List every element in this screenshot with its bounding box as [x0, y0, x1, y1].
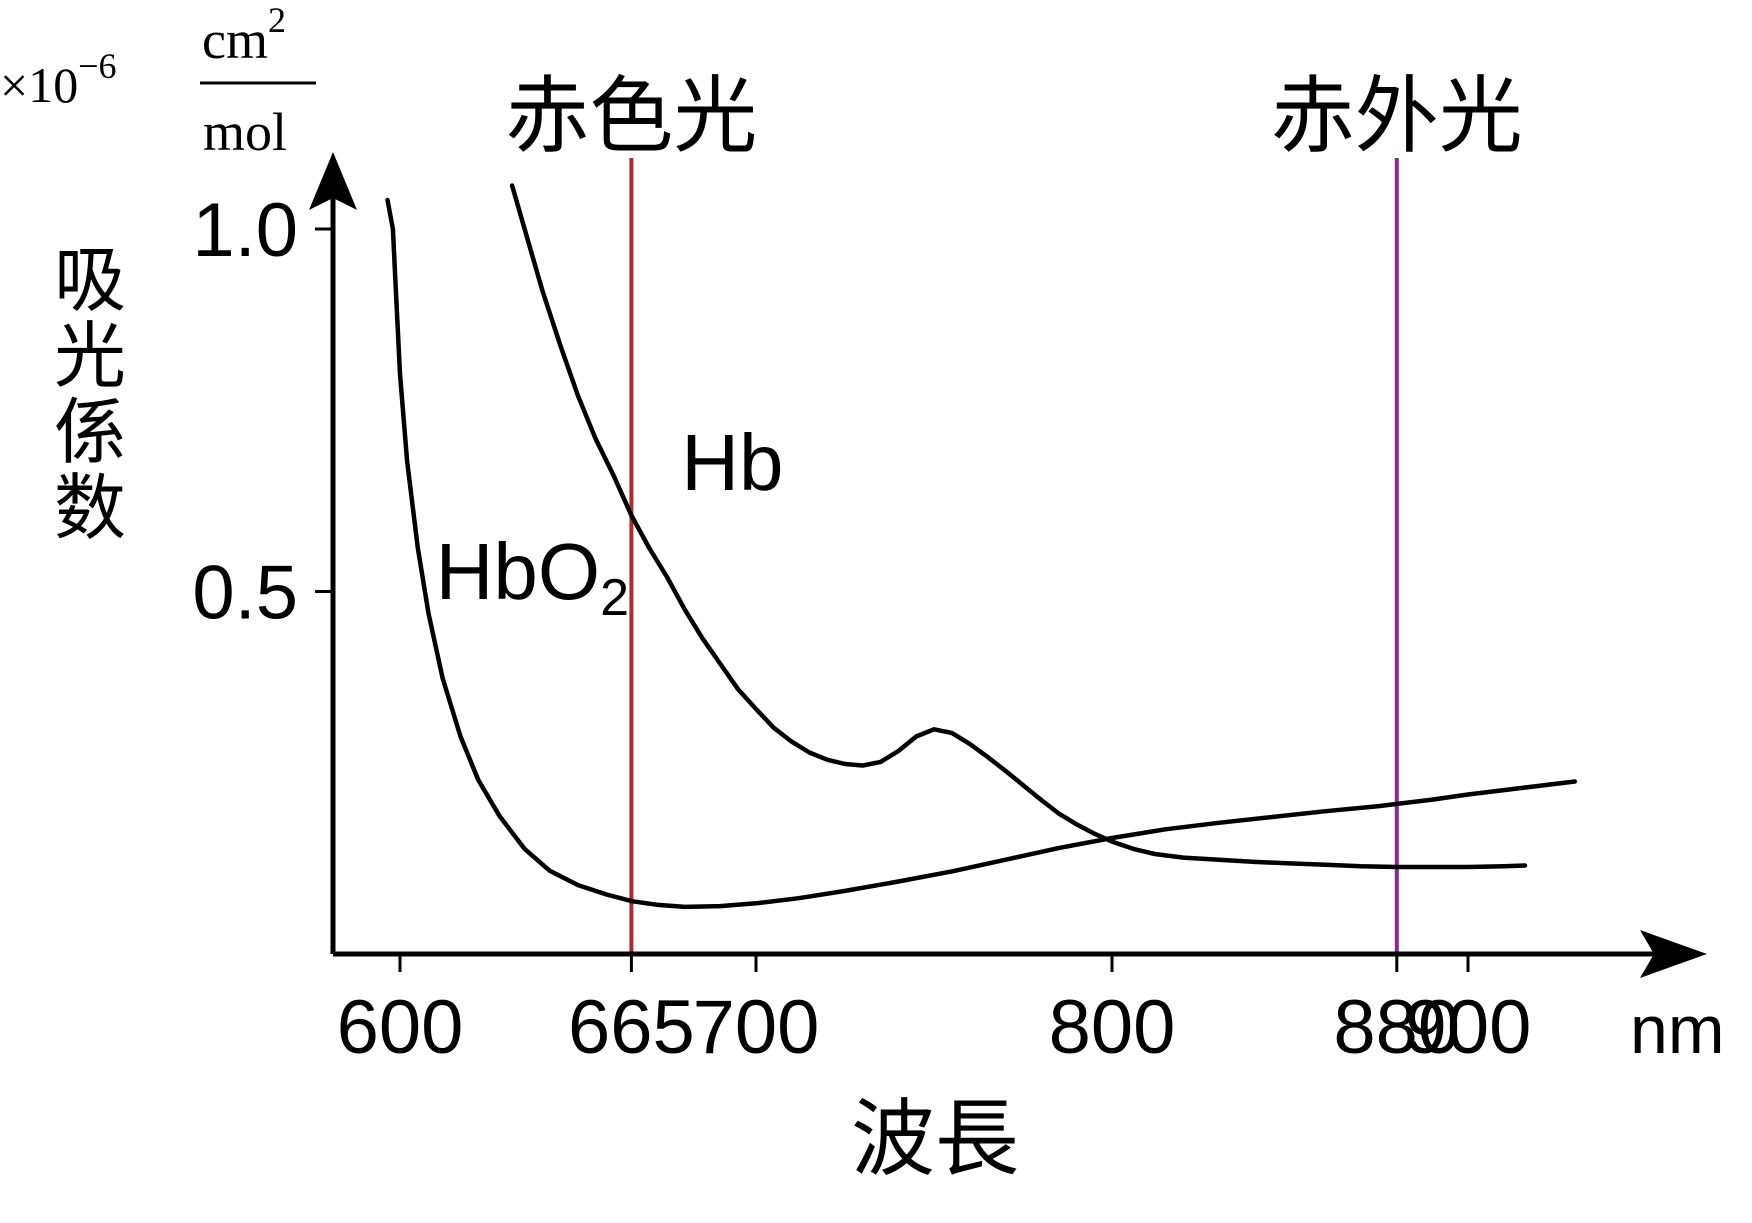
x-axis-label: 波長: [851, 1092, 1019, 1186]
x-tick-label-880: 880: [1333, 985, 1460, 1070]
series-line-hb: [509, 183, 1528, 870]
x-axis-unit: nm: [1630, 992, 1724, 1068]
x-axis-arrow: [1640, 930, 1707, 978]
x-tick-label-800: 800: [1049, 985, 1176, 1070]
y-unit-denominator: mol: [203, 102, 287, 162]
svg-text:cm2: cm2: [202, 0, 286, 70]
svg-text:×10−6: ×10−6: [0, 46, 117, 113]
x-tick-label-900: 900: [1405, 985, 1532, 1070]
series-label-hbo: HbO2: [436, 527, 629, 627]
series-curves: HbO2 Hb: [385, 183, 1578, 910]
series-label-hb: Hb: [681, 418, 783, 507]
y-axis-unit: ×10−6 cm2 mol: [0, 0, 316, 162]
y-tick-label-1.0: 1.0: [192, 188, 298, 273]
y-unit-numerator-exp: 2: [268, 0, 286, 40]
x-tick-label-665: 665: [568, 985, 695, 1070]
series-line-hbo: [385, 197, 1578, 910]
x-tick-label-700: 700: [693, 985, 820, 1070]
axes: [309, 152, 1707, 978]
y-unit-numerator: cm: [202, 10, 268, 70]
x-tick-label-600: 600: [337, 985, 464, 1070]
marker-label-1: 赤色光: [505, 69, 757, 163]
y-tick-label-0.5: 0.5: [192, 551, 298, 636]
y-axis-arrow: [309, 152, 357, 210]
y-unit-exponent: −6: [78, 46, 116, 86]
labels: nm 波長 吸光係数 ×10−6 cm2 mol: [0, 0, 1724, 1186]
marker-label-2: 赤外光: [1271, 69, 1523, 163]
marker-lines: 赤色光 赤外光: [505, 69, 1523, 954]
y-axis-label: 吸光係数: [54, 241, 126, 549]
y-unit-multiplier: ×10: [0, 57, 78, 113]
